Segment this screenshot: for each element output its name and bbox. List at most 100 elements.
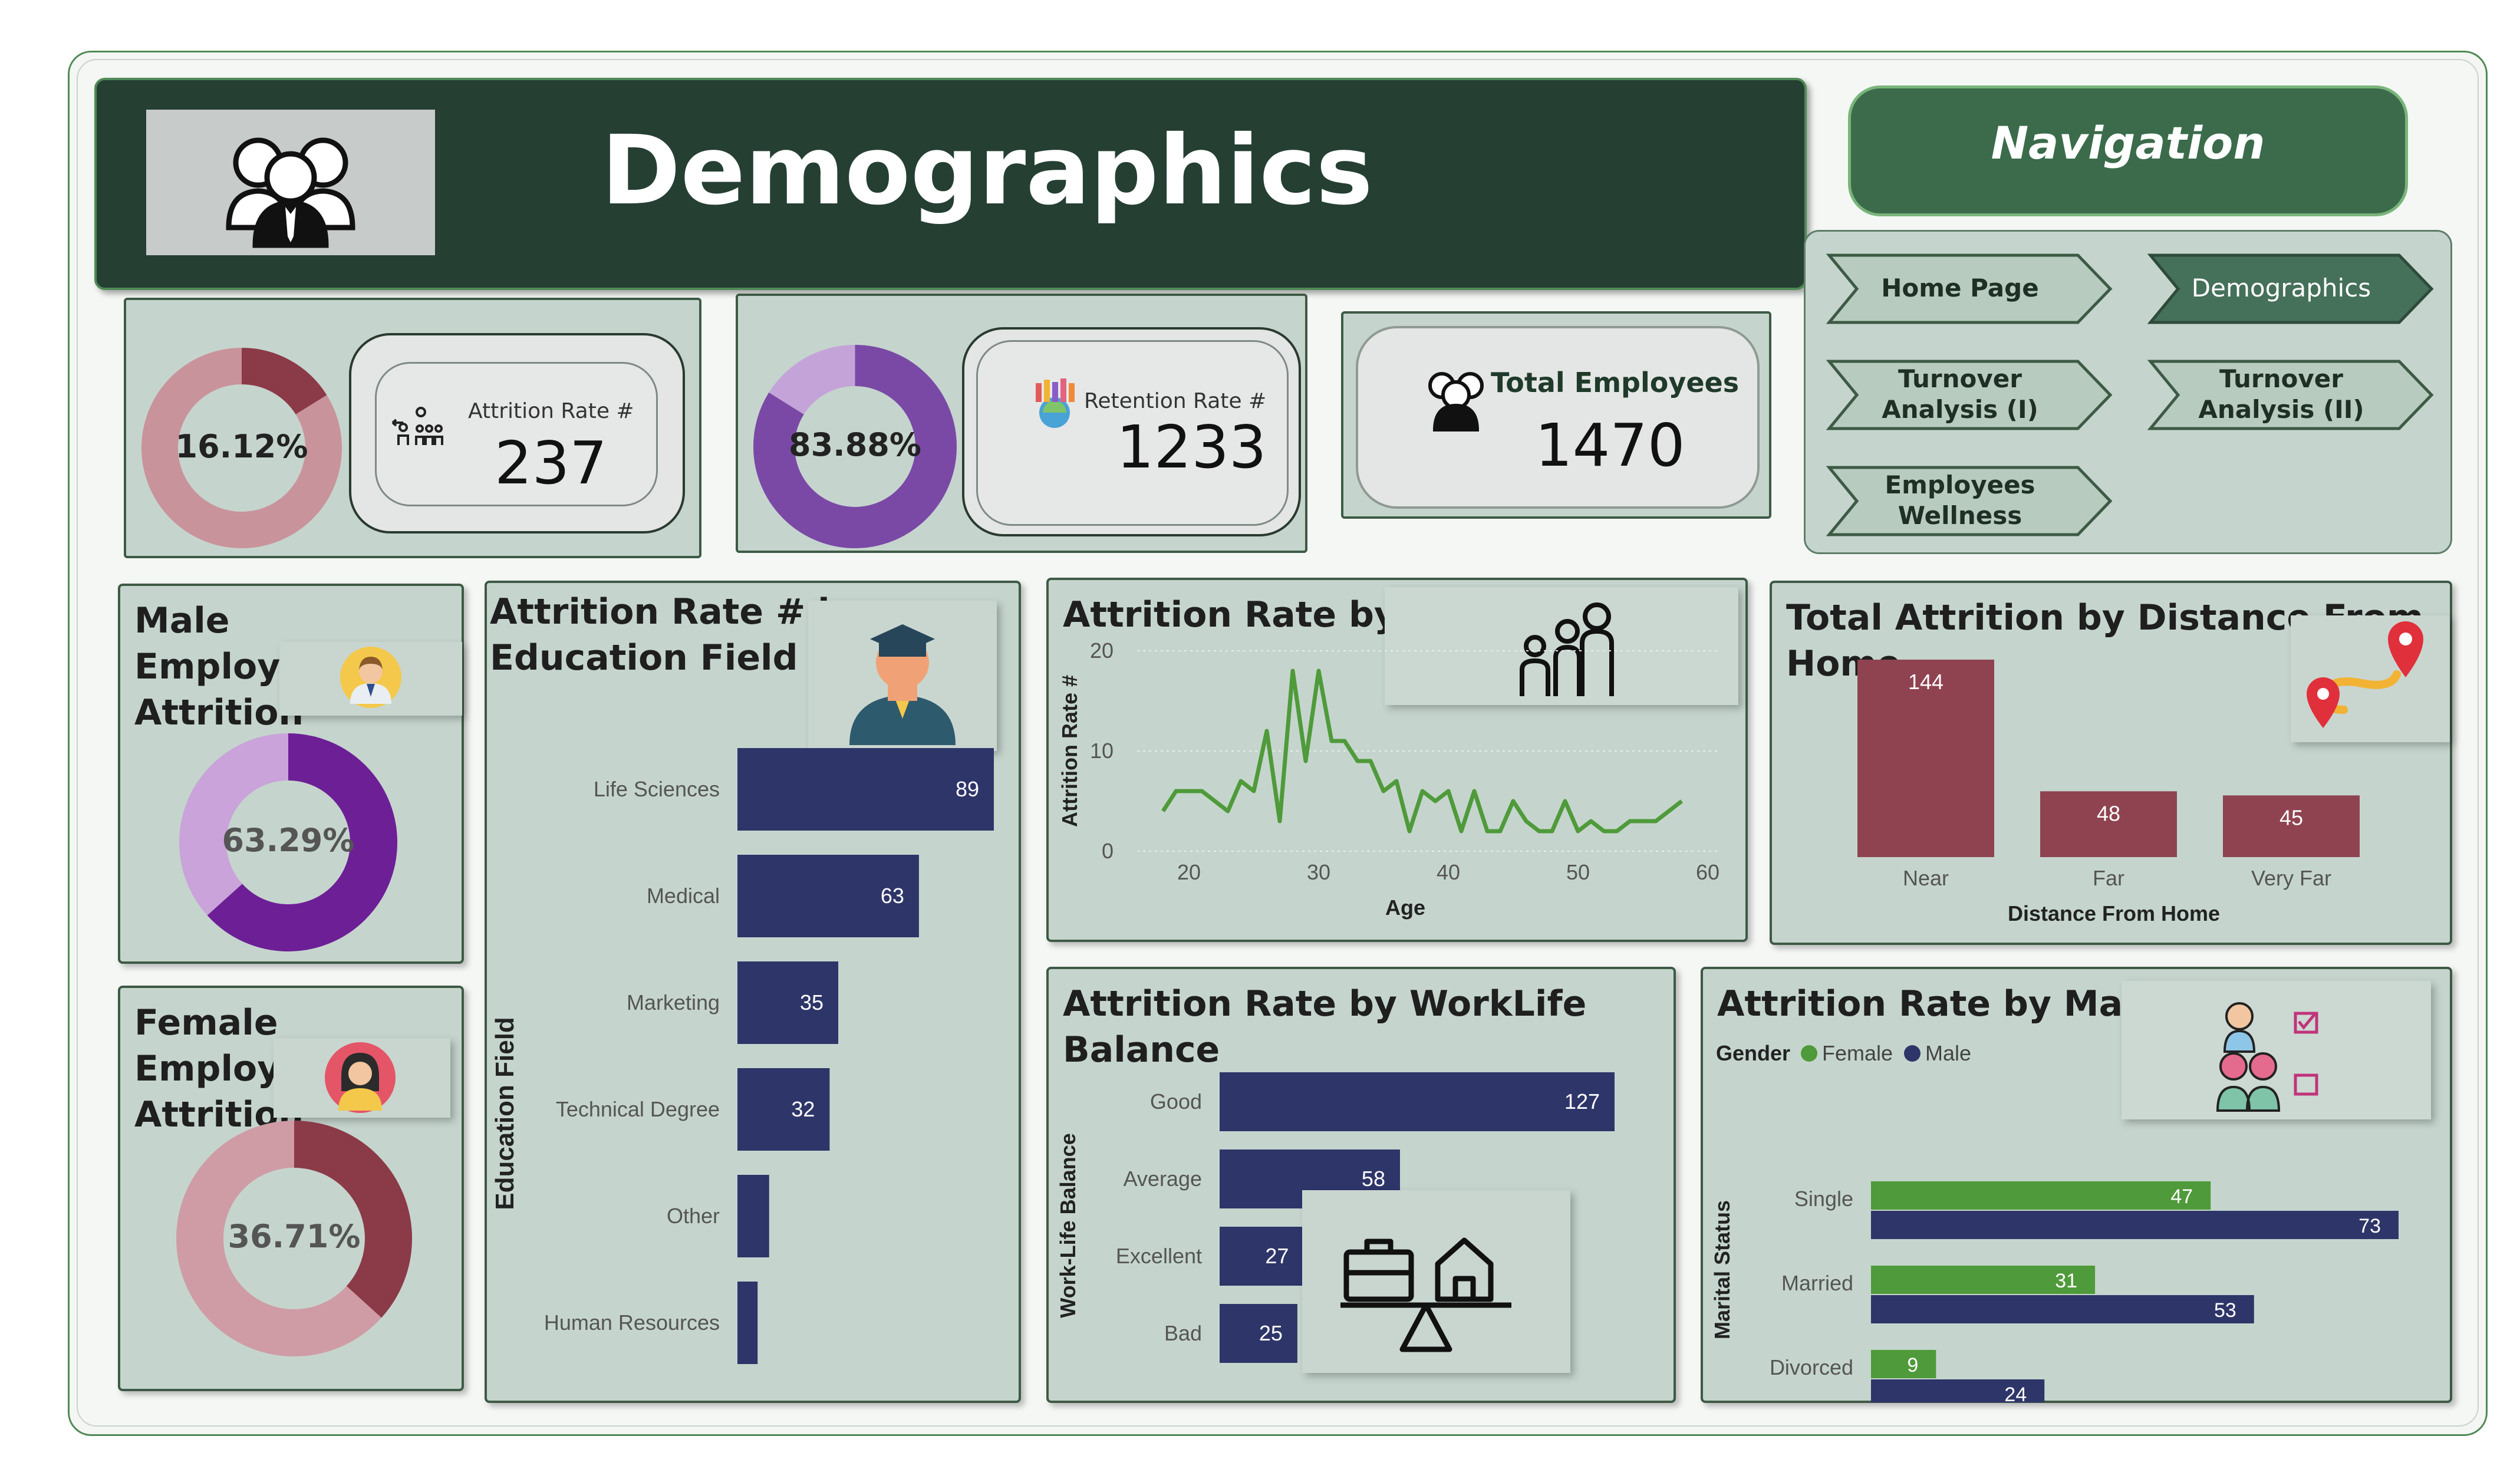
marital-bar-chart: Gender Female Male 47 73 Single 31 53 Married 9 24…	[1710, 1041, 2399, 1402]
marital-legend-title: Gender	[1716, 1041, 1790, 1065]
marital-bar	[1871, 1266, 2096, 1294]
nav-label: Turnover Analysis (I)	[1882, 364, 2038, 424]
distance-value-label: 45	[2279, 805, 2303, 829]
education-field-panel: Attrition Rate # by Education Field Life…	[485, 581, 1021, 1403]
worklife-yaxis-title: Work-Life Balance	[1056, 1133, 1080, 1318]
attrition-kpi-inner: Attrition Rate # 237	[375, 362, 658, 506]
retention-kpi-pill: Retention Rate # 1233	[962, 327, 1301, 536]
age-yaxis-title: Attrition Rate #	[1058, 675, 1082, 827]
male-donut-segment	[179, 733, 397, 951]
chart-title: Attrition Rate by WorkLife Balance	[1063, 983, 1587, 1071]
distance-xaxis-title: Distance From Home	[2008, 901, 2220, 925]
age-ytick-label: 10	[1090, 739, 1114, 763]
marital-value-label: 24	[2004, 1384, 2027, 1402]
marital-legend-marker	[1801, 1045, 1817, 1062]
education-axis-title: Education Field	[490, 1017, 519, 1210]
attrition-donut: 16.12%	[141, 348, 342, 548]
distance-bar-chart: 144 Near 48 Far 45 Very Far Distance From Home	[1857, 660, 2360, 925]
age-xtick-label: 30	[1307, 860, 1330, 884]
nav-home-page-button[interactable]: Home Page	[1824, 251, 2119, 327]
worklife-category-label: Excellent	[1116, 1244, 1202, 1268]
age-line-chart: 0 10 20 20 30 40 50 60 Age Attrition Rate #	[1058, 638, 1721, 920]
education-category-label: Technical Degree	[556, 1097, 720, 1121]
nav-turnover-1-button[interactable]: Turnover Analysis (I)	[1824, 357, 2119, 433]
education-value-label: 35	[800, 990, 823, 1015]
age-series-line	[1161, 668, 1684, 834]
worklife-bar	[1220, 1072, 1615, 1131]
age-xtick-label: 50	[1566, 860, 1590, 884]
couple-icon-card	[2122, 981, 2431, 1119]
marital-category-label: Married	[1781, 1271, 1853, 1295]
retention-kpi-inner: Retention Rate # 1233	[976, 340, 1289, 526]
people-group-icon	[1428, 372, 1484, 432]
retention-donut-segment	[753, 345, 957, 548]
marital-legend-label: Male	[1925, 1041, 1971, 1065]
distance-value-label: 144	[1908, 670, 1943, 694]
marital-value-label: 47	[2170, 1185, 2193, 1208]
nav-turnover-2-button[interactable]: Turnover Analysis (II)	[2146, 357, 2440, 433]
marital-category-label: Divorced	[1770, 1355, 1853, 1379]
marital-value-label: 9	[1907, 1354, 1918, 1376]
nav-demographics-button[interactable]: Demographics	[2146, 251, 2440, 327]
chart-title: Attrition Rate # by Education Field	[490, 591, 867, 678]
worklife-category-label: Good	[1150, 1089, 1202, 1114]
age-ytick-label: 20	[1090, 638, 1114, 663]
worklife-value-label: 25	[1259, 1321, 1283, 1345]
total-kpi-pill: Total Employees 1470	[1356, 326, 1760, 509]
retention-percent: 83.88%	[789, 426, 921, 463]
navigation-title-box: Navigation	[1848, 85, 2408, 216]
distance-bar	[2040, 791, 2177, 857]
marital-bar	[1871, 1379, 2045, 1402]
female-attrition-percent: 36.71%	[228, 1218, 361, 1255]
distance-category-label: Near	[1903, 866, 1949, 890]
education-category-label: Life Sciences	[594, 777, 720, 801]
distance-bar	[1857, 660, 1994, 857]
marital-yaxis-title: Marital Status	[1710, 1200, 1734, 1339]
age-xaxis-title: Age	[1385, 895, 1425, 920]
female-attrition-panel: Female Employee Attrition 36.71%	[118, 986, 464, 1391]
nav-label: Home Page	[1881, 274, 2039, 302]
attrition-donut-segment	[141, 348, 342, 548]
education-bar	[737, 1282, 758, 1364]
couple-checklist-icon	[2216, 1002, 2318, 1112]
people-group-icon	[226, 137, 355, 248]
education-value-label: 32	[791, 1097, 815, 1121]
education-category-label: Marketing	[627, 990, 720, 1015]
retention-kpi-value: 1233	[1116, 413, 1267, 482]
marital-bar	[1871, 1181, 2211, 1210]
retention-team-icon	[1036, 378, 1075, 428]
worklife-bar	[1220, 1304, 1297, 1363]
route-map-pin-icon	[2307, 621, 2423, 728]
attrition-percent: 16.12%	[175, 428, 308, 465]
attrition-people-icon	[391, 407, 443, 445]
marital-value-label: 73	[2358, 1215, 2381, 1237]
marital-value-label: 31	[2055, 1270, 2077, 1292]
distance-category-label: Very Far	[2251, 866, 2331, 890]
family-icon-card	[1385, 587, 1738, 705]
nav-employees-wellness-button[interactable]: Employees Wellness	[1824, 463, 2119, 539]
education-bar	[737, 1068, 830, 1151]
education-value-label: 89	[956, 777, 979, 801]
page-title: Demographics	[601, 116, 1373, 226]
education-category-label: Human Resources	[544, 1310, 720, 1335]
distance-panel: Total Attrition by Distance From Home 14…	[1770, 581, 2452, 945]
location-icon-card	[2291, 615, 2450, 742]
retention-donut: 83.88%	[753, 345, 957, 548]
balance-icon-card	[1302, 1190, 1570, 1373]
work-life-scale-icon	[1340, 1237, 1511, 1352]
age-xtick-label: 20	[1177, 860, 1201, 884]
education-bar	[737, 855, 919, 937]
marital-panel: Attrition Rate by Marital Status Gender F…	[1701, 967, 2452, 1403]
male-icon-card	[279, 642, 462, 716]
marital-bar	[1871, 1350, 1936, 1378]
education-category-label: Other	[667, 1204, 720, 1228]
graduate-avatar-icon	[849, 624, 956, 745]
education-value-label: 63	[881, 884, 904, 908]
female-attrition-donut: 36.71%	[176, 1121, 412, 1356]
education-category-label: Medical	[647, 884, 720, 908]
attrition-kpi-pill: Attrition Rate # 237	[349, 333, 685, 533]
worklife-category-label: Average	[1124, 1167, 1202, 1191]
female-donut-segment	[176, 1121, 412, 1356]
male-attrition-percent: 63.29%	[222, 822, 355, 859]
nav-label: Turnover Analysis (II)	[2198, 364, 2364, 424]
